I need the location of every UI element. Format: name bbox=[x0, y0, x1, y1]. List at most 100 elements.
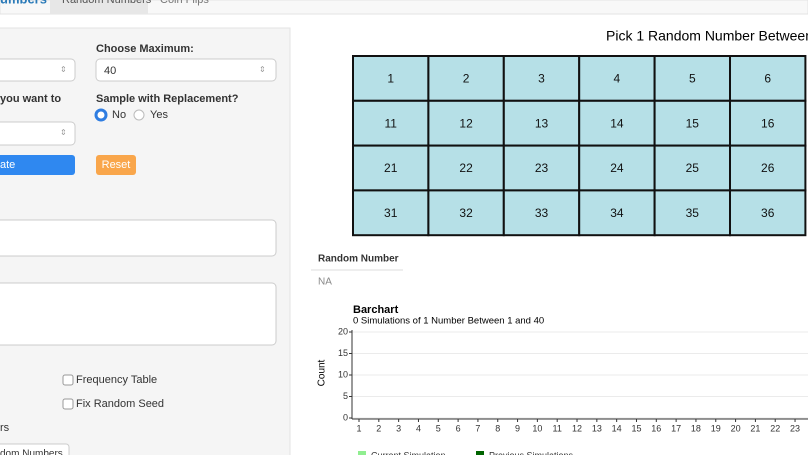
checkbox[interactable] bbox=[62, 374, 74, 386]
radio-label: Yes bbox=[150, 109, 168, 121]
grid-cell bbox=[502, 99, 581, 147]
grid-number: 5 bbox=[689, 72, 696, 86]
grid-number: 31 bbox=[384, 206, 398, 220]
grid-number: 12 bbox=[459, 116, 473, 130]
grid-cell bbox=[427, 144, 505, 192]
y-axis-label: Count bbox=[317, 359, 328, 386]
x-tick-label: 1 bbox=[356, 423, 361, 433]
x-tick-label: 5 bbox=[436, 423, 441, 433]
input-value: 40 bbox=[104, 65, 116, 77]
grid-cell bbox=[653, 189, 731, 237]
spinner: ⇕ bbox=[259, 65, 266, 74]
x-tick-label: 8 bbox=[495, 423, 500, 433]
grid-number: 11 bbox=[384, 116, 397, 130]
x-tick-label: 16 bbox=[651, 423, 661, 433]
chart-subtitle: 0 Simulations of 1 Number Between 1 and … bbox=[353, 316, 544, 327]
x-tick-label: 13 bbox=[592, 423, 602, 433]
tab[interactable]: Random Numbers bbox=[62, 0, 152, 6]
label: you want to bbox=[0, 93, 61, 105]
input[interactable] bbox=[0, 58, 76, 82]
grid-number: 36 bbox=[761, 206, 775, 220]
grid-number: 26 bbox=[761, 161, 775, 175]
reset-button[interactable] bbox=[96, 155, 136, 175]
grid-number: 1 bbox=[387, 72, 394, 86]
input[interactable] bbox=[95, 58, 277, 82]
grid-number: 21 bbox=[384, 161, 398, 175]
x-tick-label: 20 bbox=[731, 423, 741, 433]
spinner: ⇕ bbox=[60, 128, 67, 137]
grid-title: Pick 1 Random Number Between 1 bbox=[606, 28, 808, 44]
button-label: Reset bbox=[102, 159, 131, 171]
textarea[interactable] bbox=[0, 282, 277, 346]
x-tick-label: 22 bbox=[770, 423, 780, 433]
grid-number: 3 bbox=[538, 72, 545, 86]
x-tick-label: 23 bbox=[790, 423, 800, 433]
label: Sample with Replacement? bbox=[96, 93, 239, 105]
grid-number: 22 bbox=[459, 161, 473, 175]
grid-number: 15 bbox=[686, 116, 700, 130]
radio[interactable] bbox=[133, 109, 145, 121]
y-tick-label: 10 bbox=[338, 369, 348, 379]
x-tick-label: 18 bbox=[691, 423, 701, 433]
grid-number: 35 bbox=[686, 206, 700, 220]
spinner: ⇕ bbox=[60, 65, 67, 74]
legend-swatch bbox=[358, 451, 366, 455]
navbar bbox=[0, 0, 808, 15]
x-tick-label: 11 bbox=[553, 423, 562, 433]
radio-checked[interactable] bbox=[94, 108, 108, 122]
legend-label: Previous Simulations bbox=[489, 450, 574, 455]
textarea[interactable] bbox=[0, 219, 277, 257]
grid-cell bbox=[352, 99, 430, 147]
grid-cell bbox=[729, 189, 807, 237]
grid-cell bbox=[502, 144, 581, 192]
x-tick-label: 6 bbox=[456, 423, 461, 433]
label: Choose Maximum: bbox=[96, 43, 194, 55]
grid-number: 23 bbox=[535, 161, 549, 175]
generate-button[interactable] bbox=[0, 155, 75, 175]
tab-active[interactable] bbox=[50, 0, 148, 14]
x-tick-label: 15 bbox=[631, 423, 641, 433]
label: rs bbox=[0, 422, 10, 434]
grid-number: 2 bbox=[463, 72, 470, 86]
button-label: ate bbox=[0, 159, 15, 171]
checkbox-label: Fix Random Seed bbox=[76, 398, 164, 410]
button[interactable] bbox=[0, 443, 70, 455]
x-tick-label: 3 bbox=[396, 423, 401, 433]
table-cell: NA bbox=[318, 277, 332, 288]
grid-cell bbox=[653, 99, 731, 147]
grid-number: 24 bbox=[610, 161, 624, 175]
grid-number: 34 bbox=[610, 206, 624, 220]
grid-number: 25 bbox=[686, 161, 700, 175]
legend-swatch bbox=[476, 451, 484, 455]
x-tick-label: 14 bbox=[612, 423, 622, 433]
x-tick-label: 2 bbox=[376, 423, 381, 433]
table-header: Random Number bbox=[318, 254, 399, 265]
grid-number: 32 bbox=[459, 206, 473, 220]
y-tick-label: 15 bbox=[338, 348, 348, 358]
grid-number: 33 bbox=[535, 206, 549, 220]
y-tick-label: 0 bbox=[343, 412, 348, 422]
grid-cell bbox=[578, 99, 656, 147]
y-tick-label: 5 bbox=[343, 391, 348, 401]
tab[interactable]: Coin Flips bbox=[160, 0, 209, 6]
x-tick-label: 10 bbox=[532, 423, 542, 433]
x-tick-label: 21 bbox=[750, 423, 760, 433]
grid-cell bbox=[729, 55, 807, 102]
brand: umbers bbox=[0, 0, 47, 6]
legend-label: Current Simulation bbox=[371, 450, 446, 455]
chart-title: Barchart bbox=[353, 304, 399, 316]
grid-cell bbox=[352, 189, 430, 237]
x-tick-label: 19 bbox=[711, 423, 721, 433]
input[interactable] bbox=[0, 121, 76, 146]
checkbox-label: Frequency Table bbox=[76, 374, 157, 386]
x-tick-label: 12 bbox=[572, 423, 582, 433]
grid-number: 16 bbox=[761, 116, 775, 130]
checkbox[interactable] bbox=[62, 398, 74, 410]
grid-number: 14 bbox=[610, 116, 624, 130]
x-tick-label: 7 bbox=[475, 423, 480, 433]
button-label: dom Numbers bbox=[0, 449, 63, 455]
grid-cell bbox=[427, 189, 505, 237]
